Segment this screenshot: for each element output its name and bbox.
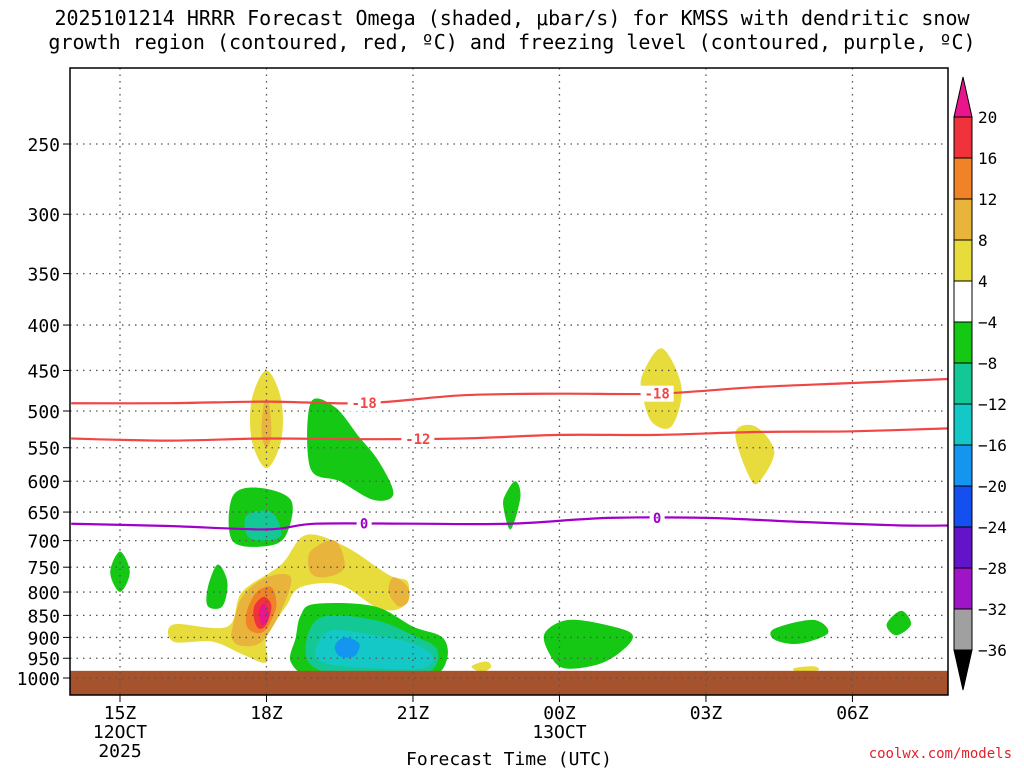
- y-tick-label-250: 250: [27, 135, 60, 156]
- x-tick-date-0: 12OCT: [93, 722, 147, 743]
- colorbar-label-4: 4: [978, 272, 988, 291]
- y-tick-label-850: 850: [27, 606, 60, 627]
- y-tick-label-650: 650: [27, 503, 60, 524]
- x-tick-label-1: 18Z: [250, 703, 283, 724]
- x-tick-year-0: 2025: [98, 741, 141, 762]
- chart-title: 2025101214 HRRR Forecast Omega (shaded, …: [48, 6, 976, 54]
- y-axis-pressure: 2503003504004505005506006507007508008509…: [17, 135, 70, 690]
- contour-line-0: [71, 377, 948, 405]
- y-tick-label-600: 600: [27, 472, 60, 493]
- colorbar-bottom-arrow: [953, 649, 973, 691]
- colorbar-seg-10: [953, 485, 973, 528]
- contour-label-3: 0: [360, 517, 368, 533]
- y-tick-label-350: 350: [27, 265, 60, 286]
- colorbar-label-2: 12: [978, 190, 997, 209]
- contour-label-1: -18: [644, 387, 669, 403]
- contour-line-1: [71, 427, 948, 442]
- colorbar-label-11: −28: [978, 559, 1007, 578]
- colorbar-seg-1: [953, 116, 973, 159]
- omega-blob-25: [886, 610, 912, 636]
- colorbar-label-6: −8: [978, 354, 997, 373]
- colorbar-seg-11: [953, 526, 973, 569]
- contour-label-bg-2: [401, 431, 435, 448]
- colorbar-label-1: 16: [978, 149, 997, 168]
- y-tick-label-950: 950: [27, 649, 60, 670]
- y-tick-label-450: 450: [27, 361, 60, 382]
- y-tick-label-550: 550: [27, 439, 60, 460]
- omega-blob-2: [307, 398, 394, 501]
- contour-label-bg-1: [640, 385, 674, 402]
- ground-band: [70, 670, 948, 695]
- colorbar-seg-3: [953, 198, 973, 241]
- colorbar-label-8: −16: [978, 436, 1007, 455]
- temperature-contours: -18 -18 -12 0 0: [71, 377, 948, 533]
- y-tick-label-800: 800: [27, 583, 60, 604]
- colorbar-label-3: 8: [978, 231, 988, 250]
- contour-line-2: [71, 516, 948, 531]
- plot-frame: [69, 67, 949, 696]
- grid-lines: [70, 68, 948, 695]
- x-tick-label-3: 00Z: [543, 703, 576, 724]
- y-tick-label-400: 400: [27, 316, 60, 337]
- colorbar-label-13: −36: [978, 641, 1007, 660]
- colorbar-seg-12: [953, 567, 973, 610]
- x-axis-label: Forecast Time (UTC): [406, 749, 612, 768]
- contour-label-bg-4: [649, 509, 665, 526]
- omega-blob-22: [735, 424, 775, 485]
- colorbar-label-5: −4: [978, 313, 997, 332]
- colorbar-label-12: −32: [978, 600, 1007, 619]
- colorbar-seg-7: [953, 362, 973, 405]
- omega-shading: [110, 348, 912, 680]
- x-tick-label-0: 15Z: [104, 703, 137, 724]
- y-tick-label-750: 750: [27, 558, 60, 579]
- y-tick-label-1000: 1000: [17, 669, 60, 690]
- colorbar-seg-8: [953, 403, 973, 446]
- colorbar-label-7: −12: [978, 395, 1007, 414]
- omega-blob-17: [206, 564, 228, 609]
- omega-blob-23: [770, 619, 829, 645]
- contour-label-bg-0: [347, 395, 381, 412]
- contour-label-bg-3: [356, 515, 372, 532]
- colorbar-seg-9: [953, 444, 973, 487]
- colorbar-top-arrow: [953, 76, 973, 118]
- omega-blob-7: [307, 540, 345, 578]
- omega-blob-1: [261, 399, 272, 448]
- omega-blob-4: [244, 510, 282, 541]
- x-tick-label-2: 21Z: [397, 703, 430, 724]
- y-tick-label-900: 900: [27, 628, 60, 649]
- credit-text: coolwx.com/models: [868, 746, 1012, 762]
- omega-blob-19: [471, 661, 492, 673]
- contour-label-0: -18: [352, 396, 377, 412]
- omega-blob-18: [503, 481, 521, 530]
- omega-blob-20: [543, 619, 633, 669]
- contour-label-2: -12: [405, 432, 430, 448]
- contour-label-4: 0: [653, 511, 661, 527]
- colorbar-seg-4: [953, 239, 973, 282]
- y-tick-label-700: 700: [27, 532, 60, 553]
- omega-colorbar: 20 16 12 8 4 −4 −8 −12 −16 −20 −24 −28 −32 −36: [953, 76, 1007, 691]
- ground-surface: [70, 670, 948, 695]
- omega-blob-11: [259, 603, 269, 626]
- colorbar-seg-13: [953, 608, 973, 651]
- colorbar-seg-5: [953, 280, 973, 323]
- colorbar-label-10: −24: [978, 518, 1007, 537]
- x-tick-date-3: 13OCT: [532, 722, 586, 743]
- colorbar-seg-6: [953, 321, 973, 364]
- colorbar-seg-2: [953, 157, 973, 200]
- y-tick-label-300: 300: [27, 205, 60, 226]
- omega-blob-16: [110, 551, 130, 592]
- omega-blob-8: [388, 577, 410, 607]
- x-tick-label-4: 03Z: [690, 703, 723, 724]
- x-tick-label-5: 06Z: [836, 703, 869, 724]
- colorbar-label-0: 20: [978, 108, 997, 127]
- omega-blob-15: [334, 637, 360, 658]
- omega-blob-5: [167, 534, 410, 663]
- omega-blob-24: [793, 666, 820, 673]
- colorbar-label-9: −20: [978, 477, 1007, 496]
- y-tick-label-500: 500: [27, 402, 60, 423]
